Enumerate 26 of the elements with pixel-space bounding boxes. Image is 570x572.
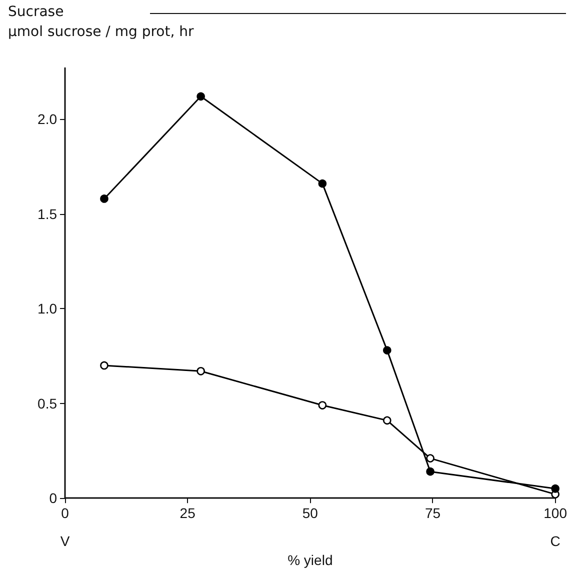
point xyxy=(196,367,205,376)
x-tick-label: 75 xyxy=(424,505,441,522)
y-tick-label: 0 xyxy=(49,490,58,506)
y-tick-label: 0.5 xyxy=(38,395,58,412)
point xyxy=(426,467,434,476)
chart-title: Sucrase xyxy=(8,4,64,20)
text: C xyxy=(550,533,560,550)
text: V xyxy=(60,533,70,550)
y-tick-label: 1.0 xyxy=(38,300,58,317)
point xyxy=(318,401,327,410)
y-axis-title: µmol sucrose / mg prot, hr xyxy=(8,24,194,40)
point xyxy=(551,484,560,493)
x-tick-label: 25 xyxy=(180,505,196,522)
point xyxy=(318,179,327,188)
y-tick-label: 1.5 xyxy=(38,206,58,222)
point xyxy=(383,416,392,425)
x-tick-label: 0 xyxy=(61,505,70,522)
x-axis-title: % yield xyxy=(288,552,333,568)
y-tick-label: 2.0 xyxy=(38,111,58,128)
point xyxy=(383,346,392,354)
point xyxy=(196,92,205,101)
x-tick-label: 100 xyxy=(544,505,568,522)
point xyxy=(100,361,108,370)
point xyxy=(426,454,434,462)
point xyxy=(100,194,108,203)
x-tick-label: 50 xyxy=(302,505,318,522)
